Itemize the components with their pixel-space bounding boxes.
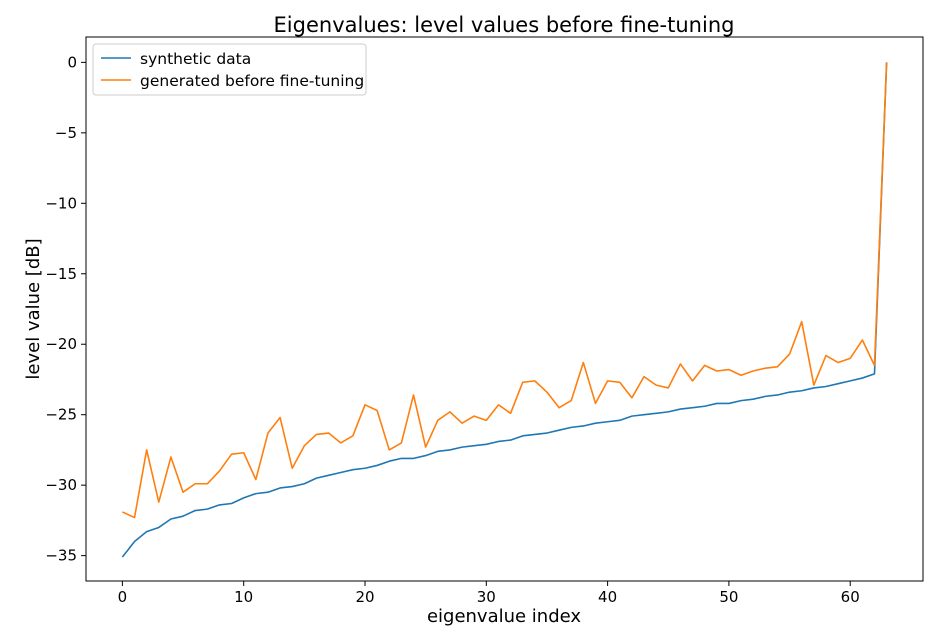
x-tick-label: 30 <box>477 588 496 606</box>
x-tick-label: 10 <box>234 588 253 606</box>
y-tick-label: −30 <box>45 476 77 494</box>
y-tick-label: −35 <box>45 547 77 565</box>
legend-box <box>92 43 367 96</box>
plot-frame <box>85 36 924 582</box>
series-line-generated-before-fine-tuning <box>122 62 888 519</box>
x-tick-label: 20 <box>355 588 374 606</box>
y-tick-label: −20 <box>45 335 77 353</box>
x-tick-label: 50 <box>719 588 738 606</box>
y-axis-label: level value [dB] <box>23 238 44 379</box>
series-line-synthetic-data <box>121 62 888 558</box>
legend-label-generated-before-fine-tuning: generated before fine-tuning <box>140 72 364 90</box>
y-tick-label: −15 <box>45 265 77 283</box>
x-axis-label: eigenvalue index <box>427 606 581 627</box>
x-tick-label: 40 <box>598 588 617 606</box>
y-tick-label: −10 <box>45 194 77 212</box>
y-tick-label: 0 <box>67 53 77 71</box>
x-axis: 0 10 20 30 40 50 60 <box>118 581 860 606</box>
series-layer <box>121 62 888 558</box>
x-tick-label: 60 <box>841 588 860 606</box>
y-tick-label: −25 <box>45 406 77 424</box>
legend-label-synthetic-data: synthetic data <box>140 50 251 68</box>
x-tick-label: 0 <box>118 588 128 606</box>
legend: synthetic data generated before fine-tun… <box>92 43 367 96</box>
y-axis: 0 −5 −10 −15 −20 −25 −30 −35 <box>45 53 86 565</box>
y-tick-label: −5 <box>55 124 77 142</box>
chart-title: Eigenvalues: level values before fine-tu… <box>274 13 735 37</box>
